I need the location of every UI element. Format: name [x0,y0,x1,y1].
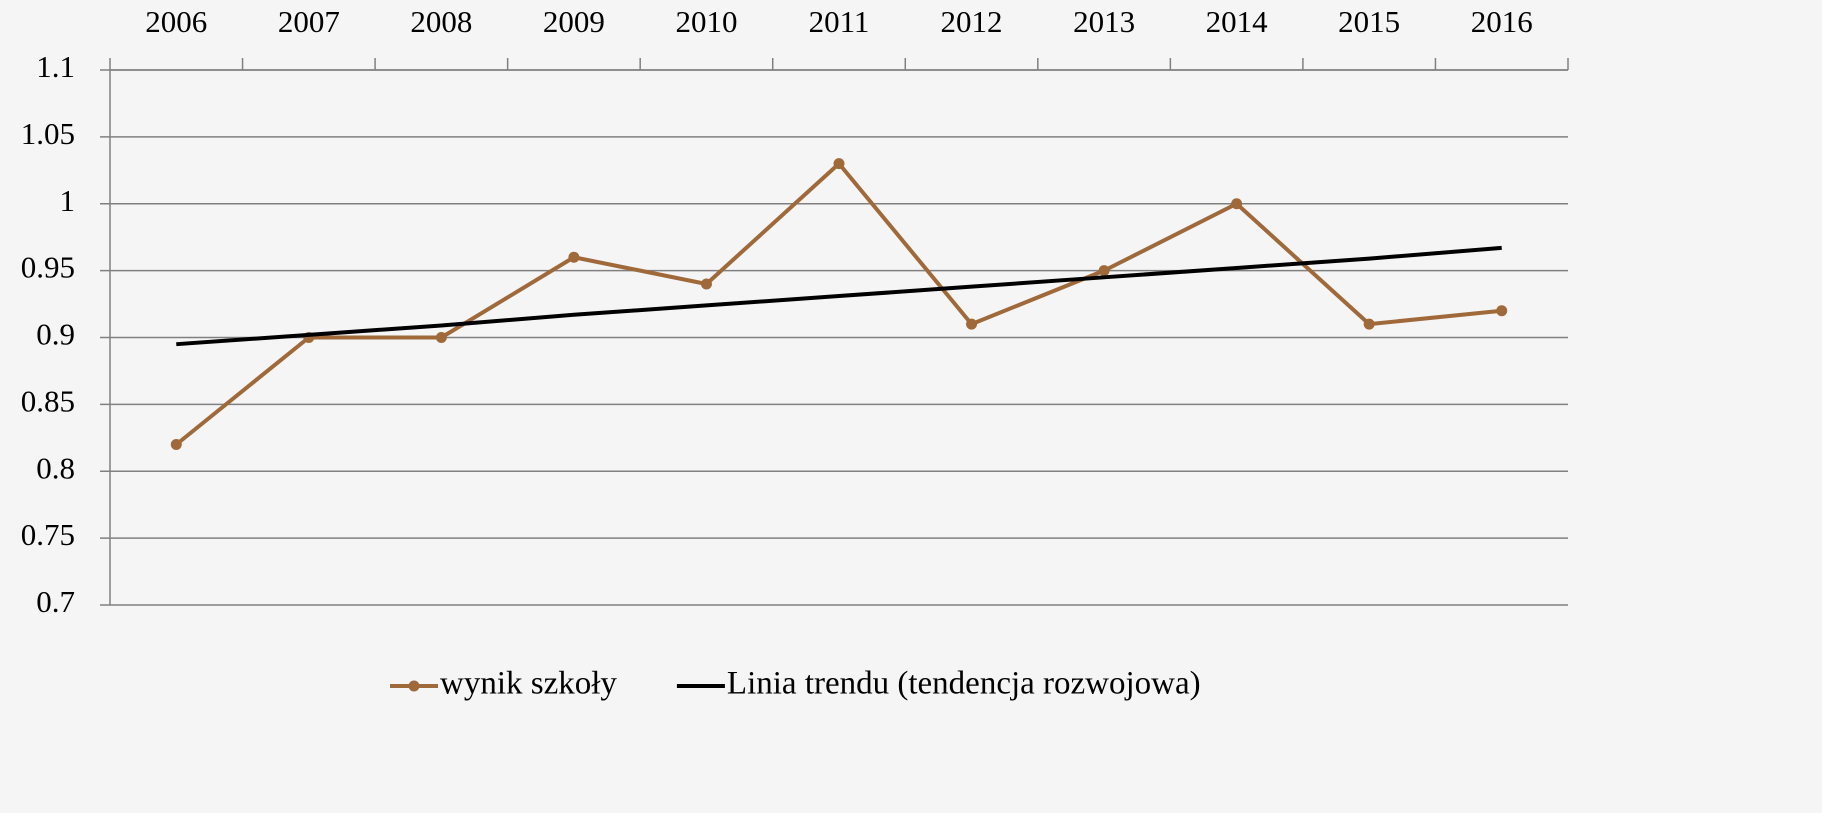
data-point [966,318,978,330]
x-tick-label: 2013 [1073,4,1135,39]
data-point [568,251,580,263]
data-point [170,439,182,450]
x-tick-label: 2009 [543,4,605,39]
y-tick-label: 0.85 [21,383,75,418]
data-point [1098,265,1110,277]
y-tick-label: 1 [60,183,76,218]
x-tick-label: 2012 [941,4,1003,39]
y-tick-label: 0.75 [21,517,75,552]
x-tick-label: 2014 [1206,4,1269,39]
legend-marker [408,680,420,692]
series-line [176,245,1502,347]
x-tick-label: 2016 [1471,4,1533,39]
x-tick-label: 2006 [145,4,207,39]
x-tick-label: 2011 [809,4,870,39]
y-tick-label: 0.95 [21,250,75,285]
x-tick-label: 2008 [410,4,472,39]
x-tick-label: 2010 [675,4,737,39]
y-tick-label: 0.7 [36,584,75,619]
data-point [1496,305,1508,317]
y-tick-label: 0.9 [36,317,75,352]
x-tick-label: 2007 [278,4,340,39]
data-point [1231,198,1243,210]
legend-label: Linia trendu (tendencja rozwojowa) [727,666,1201,702]
y-tick-label: 0.8 [36,450,75,485]
data-point [1363,318,1375,330]
data-point [833,158,845,170]
legend-label: wynik szkoły [440,666,617,702]
y-tick-label: 1.1 [36,49,75,84]
x-tick-label: 2015 [1338,4,1400,39]
data-point [700,278,712,290]
y-tick-label: 1.05 [21,116,75,151]
data-point [435,332,447,343]
